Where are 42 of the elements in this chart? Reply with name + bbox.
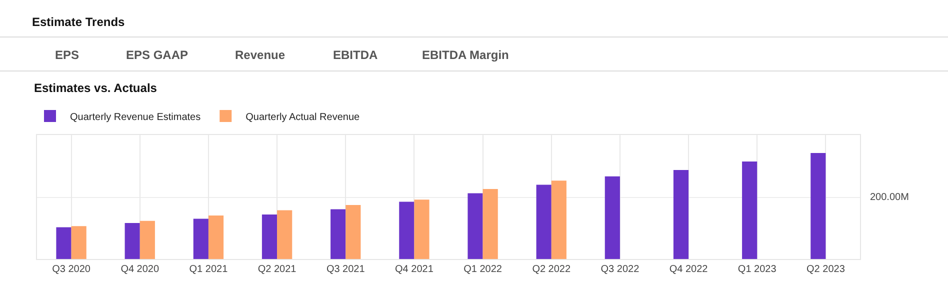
bar (414, 200, 430, 259)
bar (330, 209, 346, 259)
x-tick-label: Q1 2021 (189, 264, 228, 275)
bar (193, 218, 208, 259)
x-tick-label: Q4 2021 (395, 264, 434, 275)
ref-line-label: 200.00M (870, 192, 909, 203)
x-tick-label: Q3 2021 (326, 264, 366, 275)
x-tick-label: Q2 2021 (258, 264, 297, 275)
chart-subtitle: Estimates vs. Actuals (34, 81, 158, 95)
bar (810, 153, 826, 259)
x-tick-label: Q4 2020 (120, 264, 160, 275)
bar (262, 214, 278, 259)
legend-label: Quarterly Actual Revenue (246, 112, 360, 123)
text: EPS (55, 48, 80, 62)
text: EBITDA (333, 48, 378, 62)
bar (277, 210, 292, 259)
text: Revenue (235, 48, 286, 62)
bar (468, 193, 483, 259)
x-tick-label: Q1 2023 (738, 264, 777, 275)
bar (604, 176, 620, 259)
x-tick-label: Q3 2022 (600, 264, 640, 275)
legend-label: Quarterly Revenue Estimates (70, 112, 201, 123)
bar (140, 220, 155, 259)
bar (124, 222, 140, 259)
bar (742, 162, 758, 259)
bar (71, 226, 86, 259)
bar (551, 180, 566, 259)
bar (536, 184, 552, 259)
x-tick-label: Q3 2020 (52, 264, 91, 275)
x-tick-label: Q2 2022 (532, 264, 571, 275)
x-tick-label: Q1 2022 (464, 264, 502, 275)
bar (56, 227, 72, 259)
text: EPS GAAP (126, 48, 188, 62)
bar (208, 216, 224, 259)
text: EBITDA Margin (422, 48, 509, 62)
x-tick-label: Q2 2023 (806, 264, 846, 275)
bar (673, 170, 689, 259)
bar (399, 202, 414, 259)
x-tick-label: Q4 2022 (669, 264, 708, 275)
chart-title: Estimate Trends (32, 15, 126, 30)
bar (482, 189, 498, 259)
bar (346, 204, 361, 259)
